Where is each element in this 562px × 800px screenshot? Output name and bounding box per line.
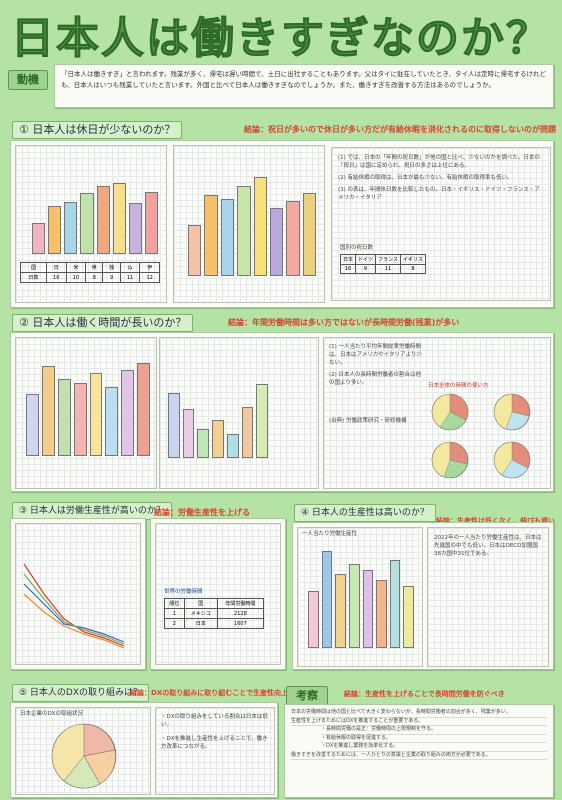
s1-table-title: 国別の祝日数 xyxy=(340,245,374,251)
s1-chart2 xyxy=(173,145,325,303)
consideration-tag: 考察 xyxy=(286,686,328,706)
s3-table-title: 世界の労働時間 xyxy=(164,589,203,595)
s2-chart1 xyxy=(15,337,157,489)
s1-note2: (2) 有給休暇の取得は、日本が最も少ない。有給休暇の取得率も低い。 xyxy=(338,175,513,181)
section4-heading: ④ 日本人の生産性は高いのか？ xyxy=(294,504,436,522)
s5-pie-title: 日本企業のDXの取組状況 xyxy=(20,711,84,717)
s1-chart1-plot xyxy=(32,170,158,254)
section3-conclusion: 結論：労働生産性を上げる xyxy=(154,508,250,517)
consider-line-5: ・DXを推進し業務を効率化する。 xyxy=(321,743,547,752)
s2-pie-a xyxy=(431,393,469,431)
page-title: 日本人は働きすぎなのか？ xyxy=(11,14,551,65)
s3-line-plot xyxy=(23,563,125,649)
section3-notes-panel: 世界の労働時間 順位国年間労働時間 1 メキシコ 2128 2 日本 1607 xyxy=(150,518,286,670)
consider-line-1: 日本の労働時間は他の国と比べて大きく変わらないが、長時間労働者の割合が多く、残業… xyxy=(291,709,547,718)
s5-chart: 日本企業のDXの取組状況 xyxy=(15,707,151,795)
s1-holiday-table: 日本 ドイツ フランス イギリス 16 9 11 8 xyxy=(339,254,426,274)
consideration-panel: 日本の労働時間は他の国と比べて大きく変わらないが、長時間労働者の割合が多く、残業… xyxy=(284,704,554,798)
s2-pies xyxy=(431,393,531,479)
s2-notes: (1) 一人当たり平均年間総実労働時間は、日本はアメリカやイタリアより少ない。 … xyxy=(323,337,551,489)
section1-panel: 国日米英独仏伊 日数 16 10 8 9 11 12 (1) では、日本の「年間の祝日数」が… xyxy=(10,140,554,308)
s1-note3: (3) の表は、年間休日数を比較したもの。日本・イギリス・ドイツ・フランス・アメ… xyxy=(338,187,540,201)
consider-line-3: ・長時間労働の是正：労働時間の上限規制を守る。 xyxy=(321,726,547,735)
s5-note1: ・DXの取り組みをしている割合は日本は低い。 xyxy=(161,714,268,728)
s2-note1: (1) 一人当たり平均年間総実労働時間は、日本はアメリカやイタリアより少ない。 xyxy=(329,344,422,366)
s4-notes: 2022年の一人当たり労働生産性は、日本は先進国の中でも低い。日本はOECD加盟… xyxy=(427,527,549,667)
s4-chart-title: 一人当たり労働生産性 xyxy=(302,531,358,537)
section2-heading: ② 日本人は働く時間が長いのか？ xyxy=(12,314,194,332)
section4-panel: 一人当たり労働生産性 2022年の一人当たり労働生産性は、日本は先進国の中でも低… xyxy=(292,522,554,670)
s2-pie-b xyxy=(493,393,531,431)
s5-note2: ・DXを推進し生産性を上げることで、働き方改革につながる。 xyxy=(161,736,268,750)
section4-conclusion: 結論：生産性は低くなく、伸びも遅い xyxy=(436,517,555,525)
consideration-conclusion: 結論：生産性を上げることで長時間労働を防ぐべき xyxy=(344,690,505,698)
s3-work-table: 順位国年間労働時間 1 メキシコ 2128 2 日本 1607 xyxy=(164,598,265,629)
motive-tag: 動機 xyxy=(8,70,48,90)
s1-notes: (1) では、日本の「年間の祝日数」が他の国と比べ、少ないのかを調べた。日本の「… xyxy=(331,147,551,301)
s2-chart2-plot xyxy=(168,368,269,458)
s5-pie xyxy=(51,723,117,789)
s4-chart: 一人当たり労働生産性 xyxy=(297,527,423,667)
s3-notes: 世界の労働時間 順位国年間労働時間 1 メキシコ 2128 2 日本 1607 xyxy=(155,523,281,665)
s2-chart2 xyxy=(159,337,319,489)
section2-conclusion: 結論：年間労働時間は多い方ではないが長時間労働(残業)が多い xyxy=(228,318,460,327)
s2-pie-title: 日本全体の時間の使い方 xyxy=(428,383,489,389)
section5-conclusion: 結論：DXの取り組みに取り組むことで生産性向上の余地あり xyxy=(130,689,323,697)
consider-line-2: 生産性を上げるためにはDXを推進することが重要である。 xyxy=(291,718,547,726)
s3-line-chart xyxy=(15,523,141,665)
section2-panel: (1) 一人当たり平均年間総実労働時間は、日本はアメリカやイタリアより少ない。 … xyxy=(10,332,554,492)
s4-chart-plot xyxy=(308,548,414,648)
s2-note2: (2) 日本人の長時間労働者の割合は他の国より多い。 xyxy=(329,372,422,386)
s2-pie-d xyxy=(493,441,531,479)
s2-chart1-plot xyxy=(26,360,150,456)
section1-heading: ① 日本人は休日が少ないのか？ xyxy=(12,121,183,139)
s1-chart1-table: 国日米英独仏伊 日数 16 10 8 9 11 12 xyxy=(20,262,160,283)
section1-conclusion: 結論：祝日が多いので休日が多い方だが有給休暇を消化されるのに取得しないのが問題 xyxy=(244,125,556,134)
s1-chart2-plot xyxy=(188,166,316,276)
s5-notes: ・DXの取り組みをしている割合は日本は低い。 ・DXを推進し生産性を上げることで… xyxy=(155,707,275,795)
section5-panel: 日本企業のDXの取組状況 ・DXの取り組みをしている割合は日本は低い。 ・DXを… xyxy=(10,702,278,798)
s2-pie-c xyxy=(431,441,469,479)
section3-chart-panel xyxy=(10,518,146,670)
s4-note: 2022年の一人当たり労働生産性は、日本は先進国の中でも低い。日本はOECD加盟… xyxy=(434,535,542,557)
consider-line-4: ・有給休暇の取得を促進する。 xyxy=(321,735,547,743)
s1-chart1: 国日米英独仏伊 日数 16 10 8 9 11 12 xyxy=(15,145,167,303)
motive-text: 「日本人は働きすぎ」と言われます。残業が多く、帰宅は遅い時間で、土日に出社するこ… xyxy=(61,70,546,89)
motive-panel: 「日本人は働きすぎ」と言われます。残業が多く、帰宅は遅い時間で、土日に出社するこ… xyxy=(54,64,554,108)
section5-heading: ⑤ 日本人のDXの取り組みは？ xyxy=(12,684,150,702)
consider-line-6: 働きすぎを改善するためには、一人ひとりの意識と企業の取り組みの両方が必要である。 xyxy=(291,752,547,760)
s1-note1: (1) では、日本の「年間の祝日数」が他の国と比べ、少ないのかを調べた。日本の「… xyxy=(338,155,541,169)
s2-source: (出典) 労働政策研究・研修機構 xyxy=(329,418,407,424)
